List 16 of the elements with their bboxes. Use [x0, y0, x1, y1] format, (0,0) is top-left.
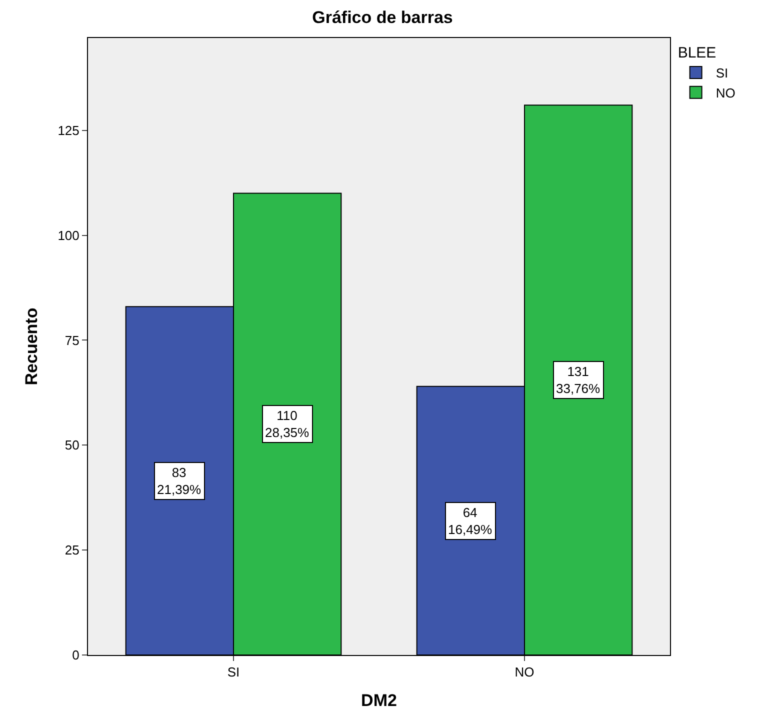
- y-axis-title: Recuento: [22, 308, 42, 386]
- data-label: 110 28,35%: [265, 408, 310, 440]
- y-tick-label: 50: [64, 438, 80, 453]
- data-label: 83 21,39%: [157, 465, 202, 497]
- data-label: 131 33,76%: [556, 364, 601, 396]
- y-tick-label: 100: [58, 228, 80, 243]
- y-tick-label: 75: [64, 332, 80, 348]
- legend-label: NO: [716, 85, 736, 100]
- y-tick-label: 0: [72, 648, 80, 663]
- y-tick-label: 25: [64, 542, 80, 558]
- chart-title: Gráfico de barras: [312, 8, 453, 27]
- x-axis-title: DM2: [361, 691, 397, 710]
- data-label: 64 16,49%: [448, 505, 493, 537]
- legend-title: BLEE: [678, 44, 716, 62]
- y-tick-label: 125: [58, 122, 80, 138]
- legend-label: SI: [716, 66, 728, 81]
